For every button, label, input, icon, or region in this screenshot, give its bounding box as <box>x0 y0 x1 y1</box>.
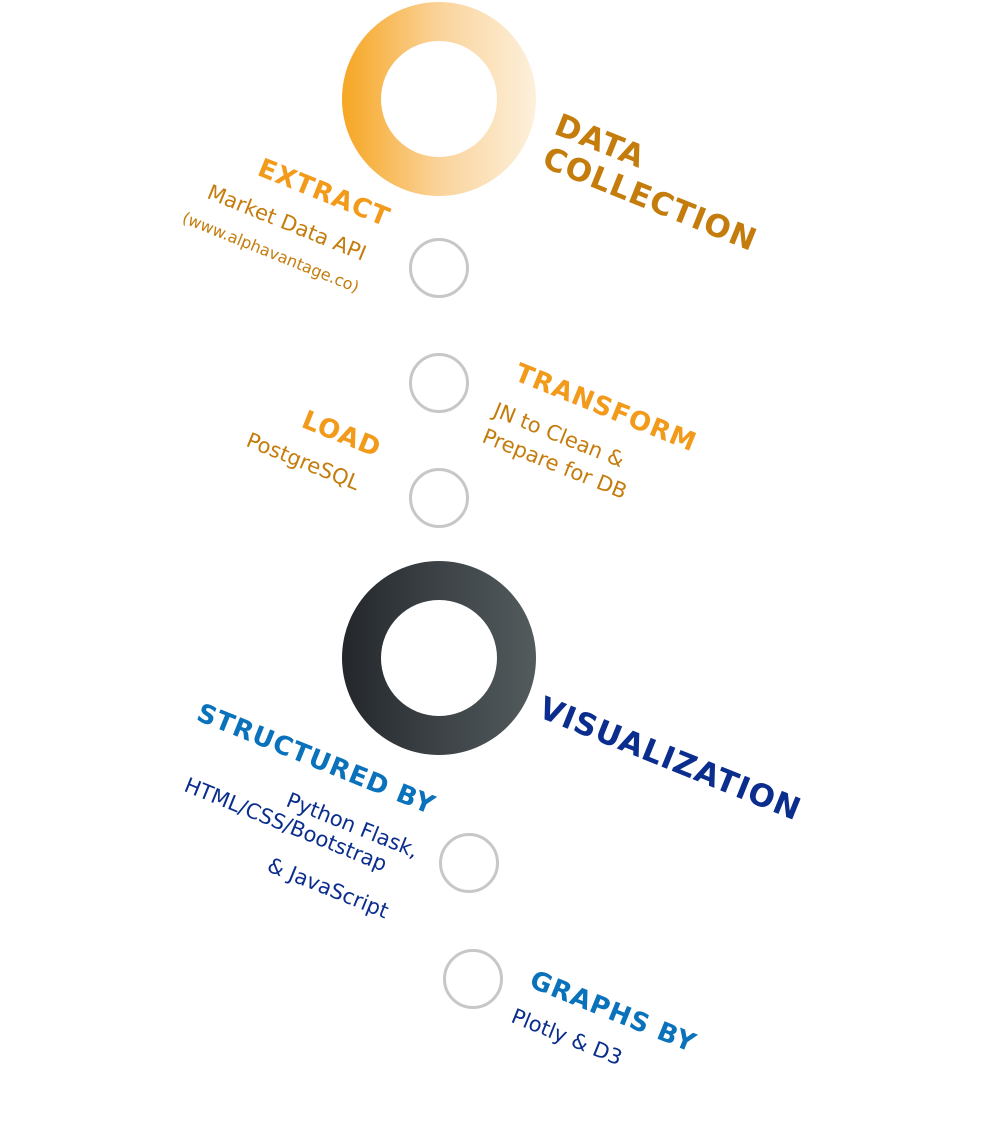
data-collection-ring <box>342 2 536 196</box>
visualization-title: VISUALIZATION <box>533 690 807 829</box>
graphs-step-ring <box>443 949 503 1009</box>
load-step-ring <box>409 468 469 528</box>
visualization-ring <box>342 561 536 755</box>
extract-step-ring <box>409 238 469 298</box>
data-collection-title-line2: COLLECTION <box>537 140 763 259</box>
transform-step-ring <box>409 353 469 413</box>
structured-step-ring <box>439 833 499 893</box>
